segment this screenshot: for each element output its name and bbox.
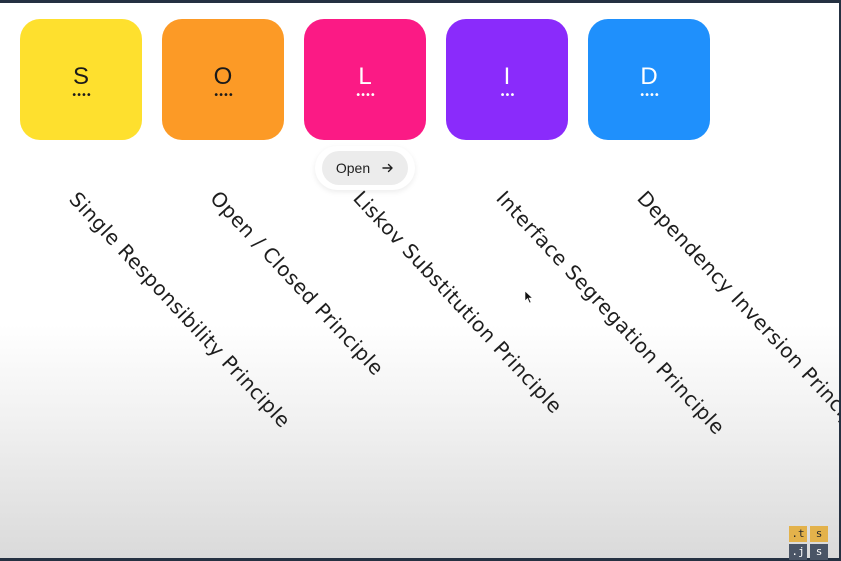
- tile-d[interactable]: D ••••: [588, 19, 710, 140]
- tile-dots: •••: [499, 90, 516, 101]
- principle-label-i: Interface Segregation Principle: [491, 186, 731, 440]
- principle-label-d: Dependency Inversion Principle: [632, 186, 839, 445]
- tile-dots: ••••: [71, 90, 92, 101]
- open-button-label: Open: [335, 160, 371, 176]
- arrow-right-icon: [382, 163, 393, 173]
- tile-l[interactable]: L ••••: [304, 19, 426, 140]
- mouse-cursor-icon: [524, 290, 534, 304]
- tile-letter: D: [640, 63, 658, 90]
- tile-letter: I: [503, 63, 511, 90]
- logo-cell: .t: [789, 526, 807, 542]
- open-button[interactable]: Open: [322, 151, 408, 185]
- tile-dots: ••••: [639, 90, 660, 101]
- open-popover: Open: [315, 146, 415, 190]
- logo-cell: s: [810, 526, 828, 542]
- tile-dots: ••••: [355, 90, 376, 101]
- tile-i[interactable]: I •••: [446, 19, 568, 140]
- tile-letter: L: [358, 63, 372, 90]
- canvas: S •••• O •••• L •••• I ••• D •••• Open S…: [0, 3, 839, 558]
- tile-letter: S: [72, 63, 89, 90]
- tile-s[interactable]: S ••••: [20, 19, 142, 140]
- logo-cell: s: [810, 544, 828, 560]
- principle-label-s: Single Responsibility Principle: [64, 187, 296, 433]
- tile-letter: O: [213, 63, 233, 90]
- ts-js-logo: .t s .j s: [789, 524, 829, 560]
- tile-dots: ••••: [213, 90, 234, 101]
- logo-cell: .j: [789, 544, 807, 560]
- tile-o[interactable]: O ••••: [162, 19, 284, 140]
